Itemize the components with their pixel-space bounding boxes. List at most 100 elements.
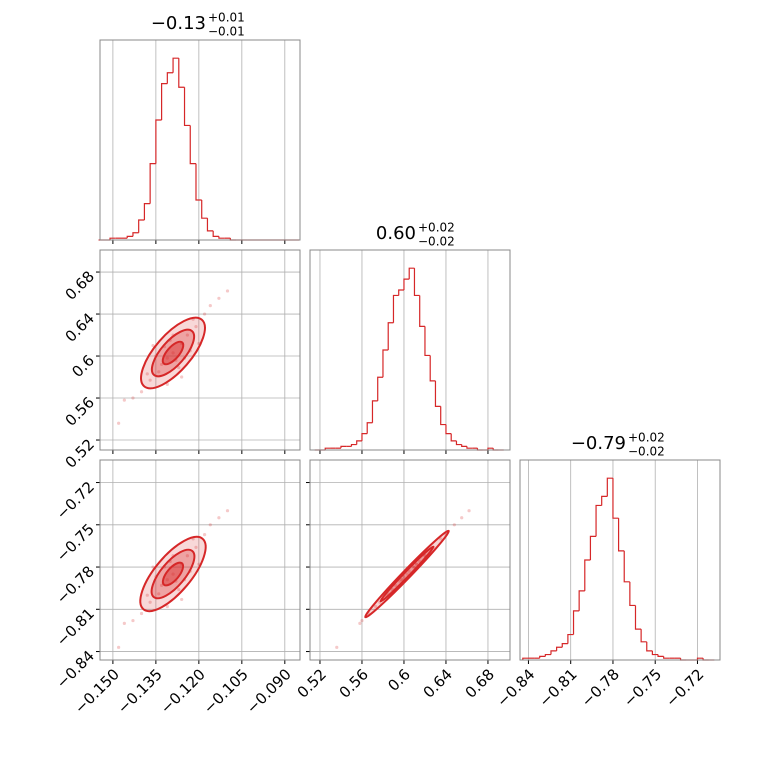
panel-title-minus: −0.02: [418, 235, 455, 249]
histogram-bin: [206, 218, 214, 232]
y-tick-label: 0.52: [62, 435, 98, 471]
histogram-bin: [178, 58, 185, 88]
histogram-bin: [212, 230, 219, 237]
x-tick-label: −0.84: [493, 665, 538, 710]
histogram-bin: [651, 650, 659, 656]
histogram-bin: [455, 440, 462, 446]
x-tick-label: 0.52: [294, 665, 330, 701]
y-tick-label: 0.68: [62, 267, 98, 303]
histogram-bin: [623, 550, 630, 583]
sample-point: [145, 372, 149, 376]
sample-point: [185, 333, 189, 337]
x-tick-label: −0.78: [578, 665, 623, 710]
contour: [161, 561, 185, 587]
histogram-bin: [584, 559, 591, 591]
y-tick-label: −0.81: [53, 605, 98, 650]
x-tick-label: −0.75: [620, 665, 665, 710]
panel-title-minus: −0.01: [208, 25, 245, 39]
histogram-bin: [595, 504, 602, 537]
panel-title-plus: +0.01: [208, 11, 245, 25]
sample-point: [117, 645, 121, 649]
histogram-bin: [155, 119, 162, 164]
histogram-bin: [195, 163, 202, 201]
histogram-bin: [572, 610, 580, 635]
contour-set: [140, 316, 206, 390]
y-tick-label: −0.75: [53, 520, 98, 565]
panel-title-plus: +0.02: [628, 431, 665, 445]
histogram-bin: [544, 653, 551, 657]
histogram-bin: [143, 203, 151, 220]
sample-point: [402, 575, 406, 579]
histogram-bin: [361, 433, 368, 441]
sample-point: [452, 523, 456, 527]
histogram-bin: [324, 447, 331, 450]
histogram-bin: [424, 326, 431, 357]
sample-point: [208, 304, 212, 308]
sample-point: [171, 351, 175, 355]
histogram-bin: [646, 641, 653, 652]
histogram-bin: [539, 655, 546, 659]
y-tick-label: 0.6: [68, 351, 98, 381]
sample-point: [398, 579, 402, 583]
panel-title: −0.79: [571, 433, 626, 454]
histogram-bin: [340, 445, 347, 449]
contour-set: [364, 529, 450, 619]
histogram-bin: [419, 295, 425, 327]
histogram-bin: [657, 654, 664, 657]
sample-point: [145, 593, 149, 597]
histogram-bin: [413, 268, 420, 297]
histogram-bin: [466, 446, 473, 449]
contour: [364, 529, 450, 619]
sample-point: [131, 396, 135, 400]
histogram-bin: [218, 236, 225, 239]
histogram-bin: [461, 444, 467, 447]
sample-point: [157, 592, 161, 596]
sample-point: [160, 583, 164, 587]
sample-point: [171, 572, 175, 576]
panel-title: 0.60: [376, 223, 416, 244]
sample-point: [139, 611, 144, 616]
sample-point: [177, 365, 181, 370]
sample-point: [405, 572, 409, 576]
contour: [140, 316, 206, 390]
panel-frame: [99, 39, 301, 241]
x-tick-label: 0.68: [462, 665, 498, 701]
sample-point: [185, 554, 189, 558]
contours: [139, 316, 450, 619]
histogram-bin: [166, 72, 174, 84]
sample-point: [194, 325, 198, 329]
sample-point: [225, 509, 230, 513]
histogram-bin: [429, 355, 436, 382]
histogram-bin: [350, 443, 357, 447]
panel-frame: [99, 249, 301, 451]
panel-frame: [309, 249, 511, 451]
sample-point: [148, 600, 152, 604]
panel-background: [310, 460, 510, 660]
panel-background: [520, 460, 720, 660]
sample-point: [400, 578, 404, 582]
histogram-bin: [408, 267, 415, 280]
x-tick-label: −0.81: [535, 665, 580, 710]
histogram-bin: [487, 447, 494, 450]
panel-frame: [309, 459, 511, 661]
sample-point: [139, 390, 144, 394]
histogram-bin: [392, 294, 399, 323]
sample-point: [165, 356, 169, 360]
x-tick-label: −0.105: [200, 665, 252, 717]
histogram-bin: [606, 477, 613, 497]
histogram-bin: [578, 590, 585, 611]
histogram-bin: [403, 278, 410, 290]
histogram-bin: [377, 376, 383, 401]
sample-point: [157, 370, 161, 374]
sample-point: [414, 562, 419, 566]
y-tick-label: 0.64: [62, 309, 98, 345]
histogram-bin: [617, 518, 625, 552]
sample-point: [180, 597, 184, 602]
histogram-bin: [371, 400, 378, 423]
sample-point: [217, 296, 221, 300]
sample-point: [374, 604, 378, 609]
x-tick-label: 0.56: [336, 665, 372, 701]
sample-point: [217, 516, 221, 520]
